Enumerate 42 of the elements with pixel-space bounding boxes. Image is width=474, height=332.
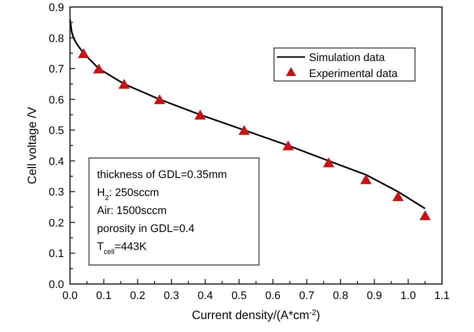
x-tick-label: 0.5 xyxy=(231,290,247,302)
x-tick-label: 0.8 xyxy=(332,290,348,302)
annotation: Air: 1500sccm xyxy=(97,205,167,217)
point xyxy=(194,110,206,120)
y-tick-label: 0.1 xyxy=(48,248,64,260)
annotation: porosity in GDL=0.4 xyxy=(97,223,195,235)
y-tick-label: 0.4 xyxy=(48,156,64,168)
legend-label: Experimental data xyxy=(309,68,399,80)
x-tick-label: 1.1 xyxy=(434,290,450,302)
x-axis-title: Current density/(A*cm$^{-2}$) xyxy=(192,308,320,322)
x-tick-label: 0.6 xyxy=(265,290,281,302)
y-tick-label: 0.6 xyxy=(48,94,64,106)
x-tick-label: 1.0 xyxy=(400,290,416,302)
point xyxy=(360,174,372,184)
x-tick-label: 0.2 xyxy=(130,290,146,302)
x-tick-label: 0.0 xyxy=(62,290,78,302)
x-tick-label: 0.1 xyxy=(96,290,112,302)
point xyxy=(323,157,334,168)
y-tick-label: 0.0 xyxy=(48,279,64,291)
x-tick-label: 0.3 xyxy=(164,290,180,302)
point xyxy=(419,210,431,220)
y-tick-label: 0.8 xyxy=(48,32,64,45)
x-tick-label: 0.4 xyxy=(198,290,213,302)
point xyxy=(154,94,166,104)
x-tick-label: 0.7 xyxy=(299,290,314,302)
y-tick-label: 0.2 xyxy=(48,217,64,230)
annotation: H$_{2}$: 250sccm xyxy=(97,187,160,202)
x-tick-label: 0.9 xyxy=(366,290,382,302)
point xyxy=(78,48,90,58)
annotation: T$_{cell}$=443K xyxy=(97,241,148,256)
legend-label: Simulation data xyxy=(309,52,386,64)
y-tick-label: 0.5 xyxy=(48,125,64,138)
point xyxy=(282,140,294,150)
point xyxy=(392,191,404,202)
y-tick-label: 0.7 xyxy=(48,64,64,76)
point xyxy=(93,64,104,74)
y-tick-label: 0.3 xyxy=(48,186,64,199)
point xyxy=(238,125,250,135)
annotation: thickness of GDL=0.35mm xyxy=(97,169,227,181)
y-axis-title: Cell voltage /V xyxy=(25,106,39,184)
point xyxy=(118,78,130,89)
y-tick-label: 0.9 xyxy=(48,2,64,14)
